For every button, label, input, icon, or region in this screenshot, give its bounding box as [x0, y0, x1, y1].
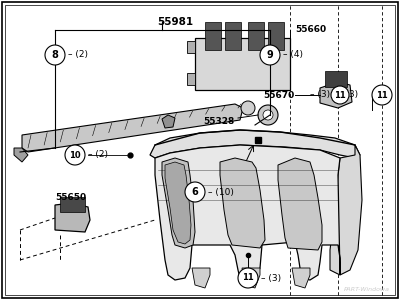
Text: – (3): – (3): [310, 91, 330, 100]
Polygon shape: [192, 268, 210, 288]
Text: 55981: 55981: [157, 17, 193, 27]
Polygon shape: [242, 268, 260, 288]
Text: 55660: 55660: [295, 26, 326, 34]
Bar: [205, 22, 221, 50]
Circle shape: [260, 45, 280, 65]
Bar: [187, 73, 195, 85]
Polygon shape: [14, 148, 28, 162]
Polygon shape: [320, 82, 352, 108]
Polygon shape: [150, 130, 360, 158]
Text: 6: 6: [192, 187, 198, 197]
Text: 11: 11: [376, 91, 388, 100]
Text: – (10): – (10): [208, 188, 234, 196]
Circle shape: [45, 45, 65, 65]
Polygon shape: [22, 104, 243, 152]
Polygon shape: [55, 203, 90, 232]
Text: PART-Windowa: PART-Windowa: [344, 287, 390, 292]
Polygon shape: [220, 158, 265, 248]
Polygon shape: [155, 145, 340, 282]
Text: – (3): – (3): [261, 274, 281, 283]
Circle shape: [241, 101, 255, 115]
Bar: [60, 197, 85, 212]
FancyBboxPatch shape: [195, 38, 290, 90]
Text: – (2): – (2): [68, 50, 88, 59]
Text: – (3): – (3): [338, 91, 358, 100]
Bar: [325, 71, 347, 87]
Text: 11: 11: [334, 91, 346, 100]
Text: 10: 10: [69, 151, 81, 160]
Circle shape: [372, 85, 392, 105]
Circle shape: [238, 268, 258, 288]
Bar: [225, 22, 241, 50]
Circle shape: [258, 105, 278, 125]
Circle shape: [185, 182, 205, 202]
Text: 55328: 55328: [204, 118, 235, 127]
Text: 11: 11: [242, 274, 254, 283]
Text: – (2): – (2): [88, 151, 108, 160]
Polygon shape: [162, 115, 175, 128]
Text: 8: 8: [52, 50, 58, 60]
Bar: [268, 22, 284, 50]
Bar: [187, 41, 195, 53]
Polygon shape: [292, 268, 310, 288]
Text: 9: 9: [267, 50, 273, 60]
Text: 55670: 55670: [264, 91, 295, 100]
Text: – (4): – (4): [283, 50, 303, 59]
Circle shape: [263, 110, 273, 120]
Circle shape: [331, 86, 349, 104]
Polygon shape: [162, 158, 195, 248]
Bar: [248, 22, 264, 50]
Text: 55650: 55650: [55, 194, 86, 202]
Polygon shape: [278, 158, 322, 250]
Polygon shape: [165, 162, 191, 244]
Circle shape: [65, 145, 85, 165]
Polygon shape: [330, 145, 362, 275]
